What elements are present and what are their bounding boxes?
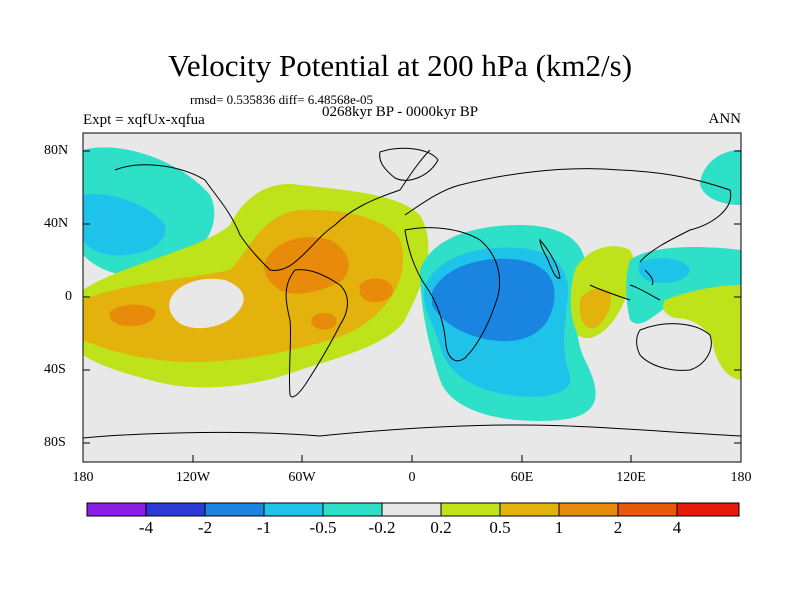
coastlines	[83, 147, 741, 439]
coast-antarctica	[83, 424, 741, 439]
contour-se-pacific-neutral	[169, 278, 244, 329]
colorbar-label: 0.2	[430, 518, 452, 537]
coast-south-america	[285, 269, 348, 398]
contour-south-atlantic-strong-pos	[359, 278, 393, 303]
y-tick-label: 80N	[44, 143, 69, 158]
x-tick-label: 120E	[616, 470, 646, 485]
colorbar-label: 1	[554, 518, 564, 537]
coast-maritime-continent	[589, 269, 661, 301]
y-tick-label: 0	[65, 289, 72, 304]
colorbar-label: 2	[613, 518, 623, 537]
colorbar-label: 0.5	[489, 518, 511, 537]
colorbar-label: -2	[197, 518, 213, 537]
contour-sw-pacific-weak-pos	[663, 285, 741, 380]
period-label: 0268kyr BP - 0000kyr BP	[322, 104, 479, 120]
x-tick-label: 180	[730, 470, 752, 485]
contour-africa-strong-neg	[432, 258, 555, 342]
colorbar-swatch	[440, 502, 501, 517]
y-tick-label: 40N	[44, 216, 69, 231]
colorbar-label: 4	[672, 518, 682, 537]
contour-maritime-mod-pos	[579, 288, 611, 329]
stats-line: rmsd= 0.535836 diff= 6.48568e-05	[190, 92, 374, 107]
x-tick-label: 0	[408, 470, 416, 485]
colorbar-swatch	[499, 502, 560, 517]
colorbar-swatch	[558, 502, 619, 517]
coast-greenland	[379, 147, 439, 181]
x-tick-label: 120W	[175, 470, 211, 485]
experiment-label: Expt = xqfUx-xqfua	[83, 112, 205, 128]
colorbar	[86, 502, 740, 517]
colorbar-swatch	[86, 502, 147, 517]
coast-north-america	[114, 149, 431, 271]
coast-europe-asia	[404, 168, 732, 263]
contour-south-pacific-strong-pos	[109, 304, 156, 326]
colorbar-label: -0.5	[309, 518, 337, 537]
axis-ticks	[82, 150, 742, 462]
contour-field	[83, 133, 741, 462]
colorbar-swatch	[204, 502, 265, 517]
y-tick-label: 80S	[44, 435, 66, 450]
map-title: Velocity Potential at 200 hPa (km2/s)	[167, 48, 633, 83]
colorbar-label: -1	[256, 518, 272, 537]
x-tick-label: 180	[72, 470, 94, 485]
colorbar-swatch	[676, 502, 740, 517]
y-tick-label: 40S	[44, 362, 66, 377]
colorbar-swatch	[617, 502, 678, 517]
contour-north-pacific-neg	[83, 194, 166, 256]
contour-brazil-strong-pos	[311, 312, 337, 330]
colorbar-swatch	[381, 502, 442, 517]
colorbar-swatch	[322, 502, 383, 517]
x-tick-label: 60E	[510, 470, 534, 485]
coast-india	[539, 238, 561, 279]
colorbar-label: -4	[138, 518, 154, 537]
colorbar-swatch	[145, 502, 206, 517]
coast-australia	[636, 323, 712, 371]
colorbar-label: -0.2	[368, 518, 396, 537]
contour-caribbean-strong-pos	[264, 236, 349, 294]
colorbar-swatch	[263, 502, 324, 517]
x-tick-label: 60W	[288, 470, 316, 485]
season-label: ANN	[708, 111, 742, 127]
coast-africa	[404, 227, 501, 362]
